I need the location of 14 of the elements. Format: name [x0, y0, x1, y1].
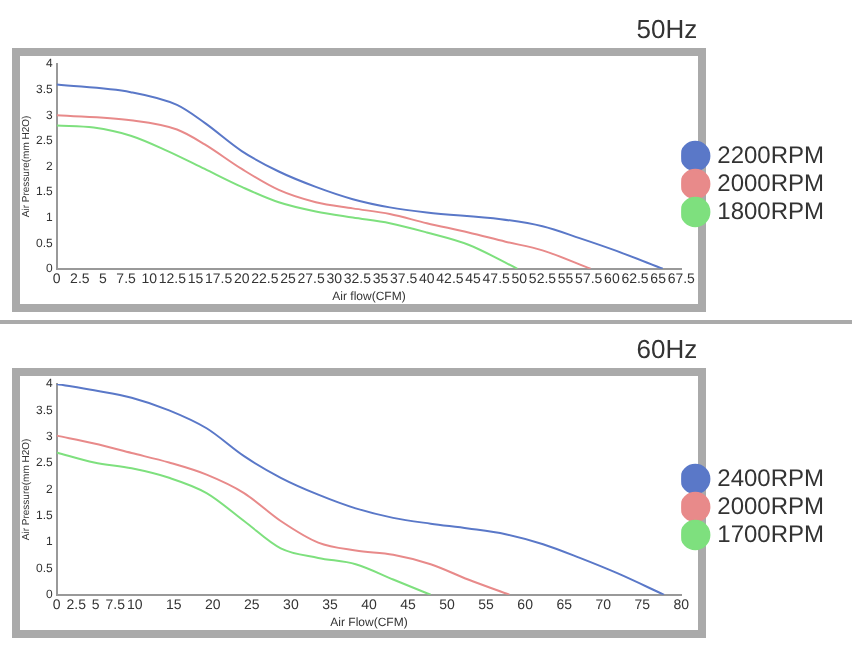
line-series [56, 114, 592, 269]
line-series [56, 384, 666, 595]
legend-label: 2000RPM [717, 168, 825, 197]
chart-title: 60Hz [636, 334, 698, 365]
chart-title: 50Hz [636, 14, 698, 45]
legend-label: 2400RPM [717, 463, 825, 492]
legend-label: 1800RPM [717, 196, 825, 225]
line-series [56, 83, 664, 269]
legend-label: 2000RPM [717, 491, 825, 520]
line-series [56, 124, 519, 269]
legend-label: 2200RPM [717, 140, 825, 169]
line-series [56, 451, 432, 595]
legend-label: 1700RPM [717, 519, 825, 548]
line-series [56, 434, 511, 595]
